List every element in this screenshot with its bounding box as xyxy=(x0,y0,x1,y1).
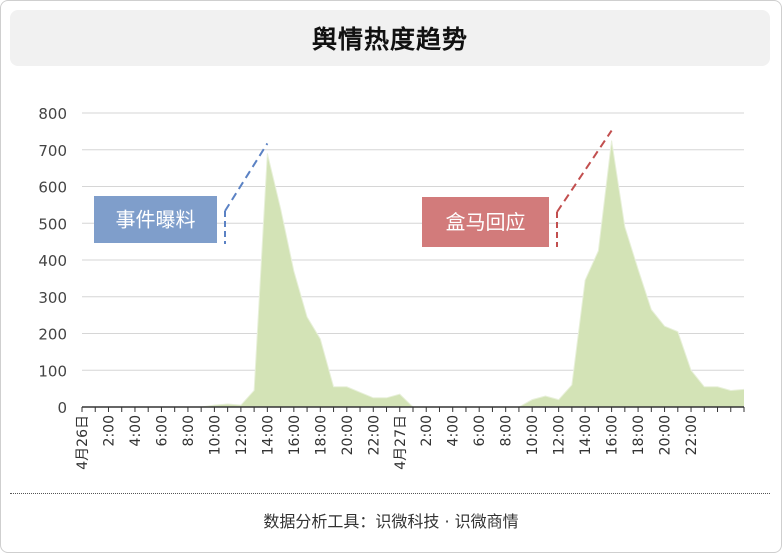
x-tick-label: 4月26日 xyxy=(75,415,91,470)
x-tick-label: 8:00 xyxy=(499,415,515,446)
annotation-leader xyxy=(556,130,613,213)
title-bar: 舆情热度趋势 xyxy=(10,10,770,66)
annotation-label: 盒马回应 xyxy=(446,210,526,234)
y-tick-label: 800 xyxy=(38,105,67,123)
y-axis: 0 100 200 300 400 500 600 700 800 xyxy=(38,105,67,417)
y-tick-label: 300 xyxy=(38,289,67,307)
x-tick-label: 18:00 xyxy=(631,415,647,455)
footer-divider xyxy=(10,493,770,494)
x-tick-label: 12:00 xyxy=(552,415,568,455)
x-tick-label: 14:00 xyxy=(260,415,276,455)
y-tick-label: 600 xyxy=(38,179,67,197)
y-tick-label: 200 xyxy=(38,326,67,344)
x-tick-label: 18:00 xyxy=(313,415,329,455)
annotation-box xyxy=(94,196,217,243)
y-tick-label: 700 xyxy=(38,142,67,160)
x-tick-label: 2:00 xyxy=(102,415,118,446)
x-tick-label: 8:00 xyxy=(181,415,197,446)
annotation-leader xyxy=(224,142,269,212)
annotations: 事件曝料 盒马回应 xyxy=(94,130,613,247)
x-tick-label: 10:00 xyxy=(525,415,541,455)
chart-title: 舆情热度趋势 xyxy=(311,25,468,54)
x-tick-label: 16:00 xyxy=(287,415,303,455)
annotation-box xyxy=(422,197,549,247)
x-tick-label: 6:00 xyxy=(472,415,488,446)
y-tick-label: 400 xyxy=(38,252,67,270)
x-tick-label: 12:00 xyxy=(234,415,250,455)
x-axis xyxy=(81,406,745,412)
x-tick-label: 22:00 xyxy=(684,415,700,455)
x-tick-label: 6:00 xyxy=(154,415,170,446)
x-tick-label: 10:00 xyxy=(207,415,223,455)
footer-source: 数据分析工具：识微科技 · 识微商情 xyxy=(263,512,519,531)
x-tick-label: 4:00 xyxy=(128,415,144,446)
x-tick-label: 22:00 xyxy=(366,415,382,455)
y-tick-label: 0 xyxy=(57,399,67,417)
x-axis-labels: 4月26日 2:00 4:00 6:00 8:00 10:00 12:00 14:00 16:0… xyxy=(75,415,700,470)
x-tick-label: 4月27日 xyxy=(393,415,409,470)
y-tick-label: 500 xyxy=(38,215,67,233)
x-tick-label: 16:00 xyxy=(605,415,621,455)
annotation-label: 事件曝料 xyxy=(116,208,196,232)
x-tick-label: 20:00 xyxy=(340,415,356,455)
area-fill xyxy=(82,140,744,407)
x-tick-label: 4:00 xyxy=(446,415,462,446)
x-tick-label: 14:00 xyxy=(578,415,594,455)
x-tick-label: 2:00 xyxy=(419,415,435,446)
area-chart: 0 100 200 300 400 500 600 700 800 4月26日 2:00 4:00 6… xyxy=(38,105,745,470)
area-series xyxy=(82,140,745,408)
x-tick-label: 20:00 xyxy=(658,415,674,455)
y-tick-label: 100 xyxy=(38,362,67,380)
